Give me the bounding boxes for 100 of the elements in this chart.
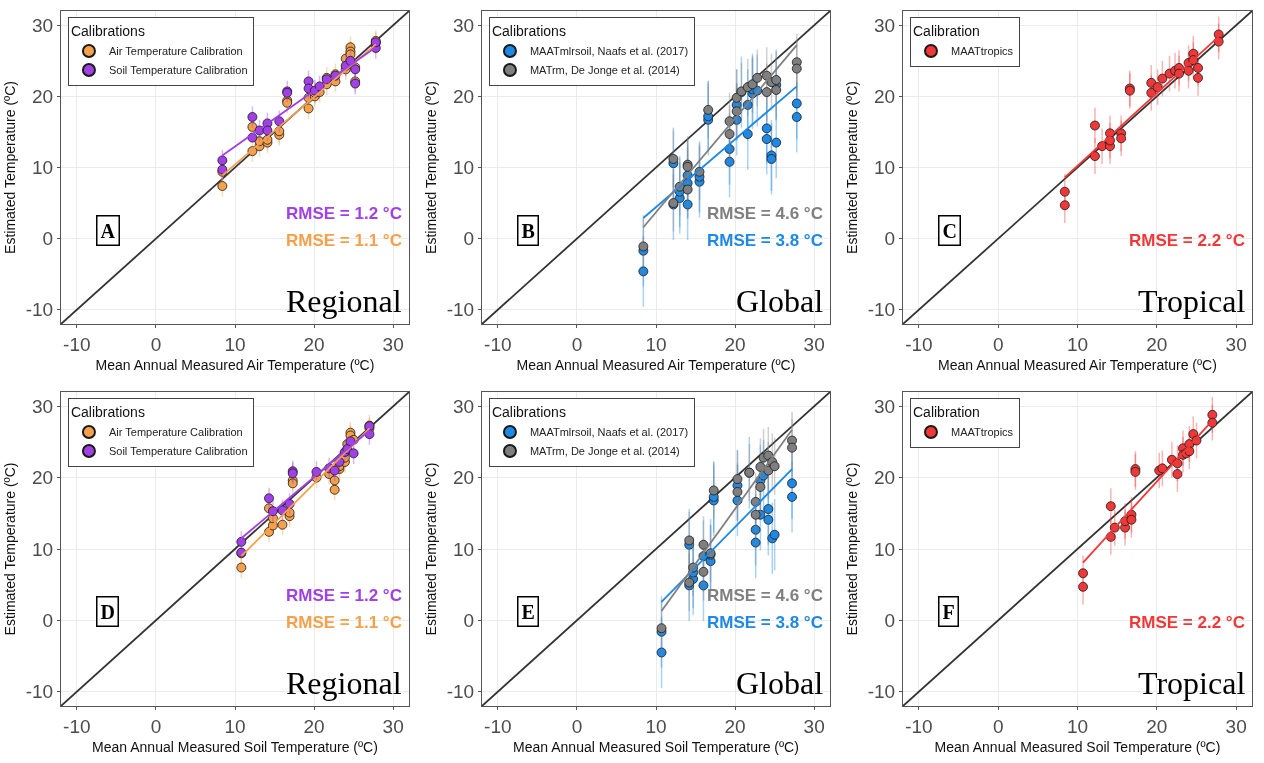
y-tick-label: 0: [463, 228, 475, 250]
y-tick-label: 0: [42, 610, 54, 632]
legend-title: Calibrations: [70, 404, 145, 421]
y-tick-label: 20: [31, 86, 54, 108]
y-tick-label: -10: [446, 681, 475, 703]
legend-label: MAATmlrsoil, Naafs et al. (2017): [529, 45, 689, 58]
x-tick-label: 20: [303, 333, 325, 355]
x-tick-label: 10: [1066, 715, 1089, 737]
legend-label: MATrm, De Jonge et al. (2014): [529, 445, 680, 458]
x-axis-title: Mean Annual Measured Soil Temperature (ºC): [934, 739, 1221, 756]
x-tick-label: -10: [905, 333, 933, 355]
annotation: RMSE = 1.2 °C: [286, 586, 402, 605]
annotation: Tropical: [1138, 283, 1246, 319]
x-tick-label: 0: [992, 333, 1004, 355]
legend-title: Calibration: [912, 404, 980, 421]
y-tick-label: 10: [452, 157, 475, 179]
legend-label: Soil Temperature Calibration: [108, 445, 248, 458]
x-tick-label: 30: [382, 333, 404, 355]
annotation: D: [100, 600, 115, 623]
y-axis-title: Estimated Temperature (ºC): [844, 462, 861, 636]
y-tick-label: 10: [31, 538, 54, 560]
y-tick-label: 0: [42, 228, 54, 250]
x-tick-label: 30: [382, 715, 404, 737]
x-tick-label: 10: [1066, 333, 1089, 355]
y-tick-label: 20: [31, 467, 54, 489]
annotation: F: [942, 600, 955, 623]
legend-label: MAATmlrsoil, Naafs et al. (2017): [529, 426, 689, 439]
y-tick-label: 0: [884, 610, 896, 632]
x-tick-label: -10: [63, 715, 91, 737]
legend-label: Air Temperature Calibration: [108, 45, 243, 58]
legend-label: Air Temperature Calibration: [108, 426, 243, 439]
y-tick-label: 20: [452, 467, 475, 489]
annotation: RMSE = 1.2 °C: [286, 204, 402, 223]
x-tick-label: 30: [803, 333, 825, 355]
y-tick-label: 30: [31, 14, 54, 36]
y-tick-label: -10: [867, 681, 896, 703]
y-tick-label: 30: [873, 14, 896, 36]
y-tick-label: 0: [463, 610, 475, 632]
legend-label: Soil Temperature Calibration: [108, 64, 248, 77]
y-tick-label: 10: [873, 538, 896, 560]
annotation: A: [100, 219, 116, 242]
annotation: RMSE = 1.1 °C: [286, 231, 402, 250]
annotation: Global: [736, 665, 824, 701]
annotation: Regional: [286, 283, 402, 319]
x-tick-label: 10: [224, 715, 246, 737]
x-tick-label: 0: [150, 333, 162, 355]
annotation: RMSE = 3.8 °C: [707, 231, 823, 250]
y-tick-label: -10: [25, 681, 54, 703]
x-tick-label: -10: [63, 333, 91, 355]
x-tick-label: 10: [645, 333, 667, 355]
x-tick-label: 0: [571, 333, 583, 355]
y-axis-title: Estimated Temperature (ºC): [423, 81, 440, 254]
x-axis-title: Mean Annual Measured Air Temperature (ºC): [938, 357, 1217, 374]
annotation: Tropical: [1138, 665, 1246, 701]
y-tick-label: 20: [873, 467, 896, 489]
x-tick-label: 30: [1225, 715, 1247, 737]
x-tick-label: -10: [484, 715, 512, 737]
x-tick-label: 20: [1146, 333, 1168, 355]
x-axis-title: Mean Annual Measured Air Temperature (ºC): [95, 357, 375, 374]
x-axis-title: Mean Annual Measured Soil Temperature (ºC): [513, 739, 799, 756]
annotation: B: [521, 219, 535, 242]
annotation: Global: [736, 283, 824, 319]
x-tick-label: 20: [1146, 715, 1168, 737]
y-axis-title: Estimated Temperature (ºC): [2, 81, 19, 254]
legend-label: MAATtropics: [950, 45, 1014, 58]
legend-title: Calibration: [912, 23, 980, 40]
annotation: RMSE = 2.2 °C: [1129, 231, 1245, 250]
y-tick-label: 0: [884, 228, 896, 250]
legend-label: MATrm, De Jonge et al. (2014): [529, 64, 680, 77]
y-tick-label: 30: [31, 395, 54, 417]
legend-title: Calibrations: [70, 23, 145, 40]
x-tick-label: 10: [645, 715, 667, 737]
annotation: RMSE = 1.1 °C: [286, 613, 402, 632]
y-tick-label: 30: [452, 14, 475, 36]
legend-title: Calibrations: [491, 404, 566, 421]
y-axis-title: Estimated Temperature (ºC): [423, 462, 440, 636]
x-tick-label: 20: [724, 715, 746, 737]
x-tick-label: 0: [150, 715, 162, 737]
legend-title: Calibrations: [491, 23, 566, 40]
legend-label: MAATtropics: [950, 426, 1014, 439]
x-axis-title: Mean Annual Measured Air Temperature (ºC): [516, 357, 796, 374]
y-tick-label: 30: [452, 395, 475, 417]
x-tick-label: 30: [803, 715, 825, 737]
annotation: C: [942, 219, 957, 242]
x-tick-label: 20: [303, 715, 325, 737]
x-tick-label: -10: [905, 715, 933, 737]
x-axis-title: Mean Annual Measured Soil Temperature (ºC): [92, 739, 378, 756]
y-axis-title: Estimated Temperature (ºC): [2, 462, 19, 636]
y-tick-label: 10: [31, 157, 54, 179]
x-tick-label: -10: [484, 333, 512, 355]
annotation: E: [521, 600, 535, 623]
x-tick-label: 10: [224, 333, 246, 355]
y-tick-label: 10: [873, 157, 896, 179]
annotation: RMSE = 4.6 °C: [707, 586, 823, 605]
x-tick-label: 30: [1225, 333, 1247, 355]
annotation: Regional: [286, 665, 402, 701]
y-tick-label: -10: [867, 299, 896, 321]
y-tick-label: 20: [873, 86, 896, 108]
y-tick-label: -10: [25, 299, 54, 321]
x-tick-label: 0: [992, 715, 1004, 737]
